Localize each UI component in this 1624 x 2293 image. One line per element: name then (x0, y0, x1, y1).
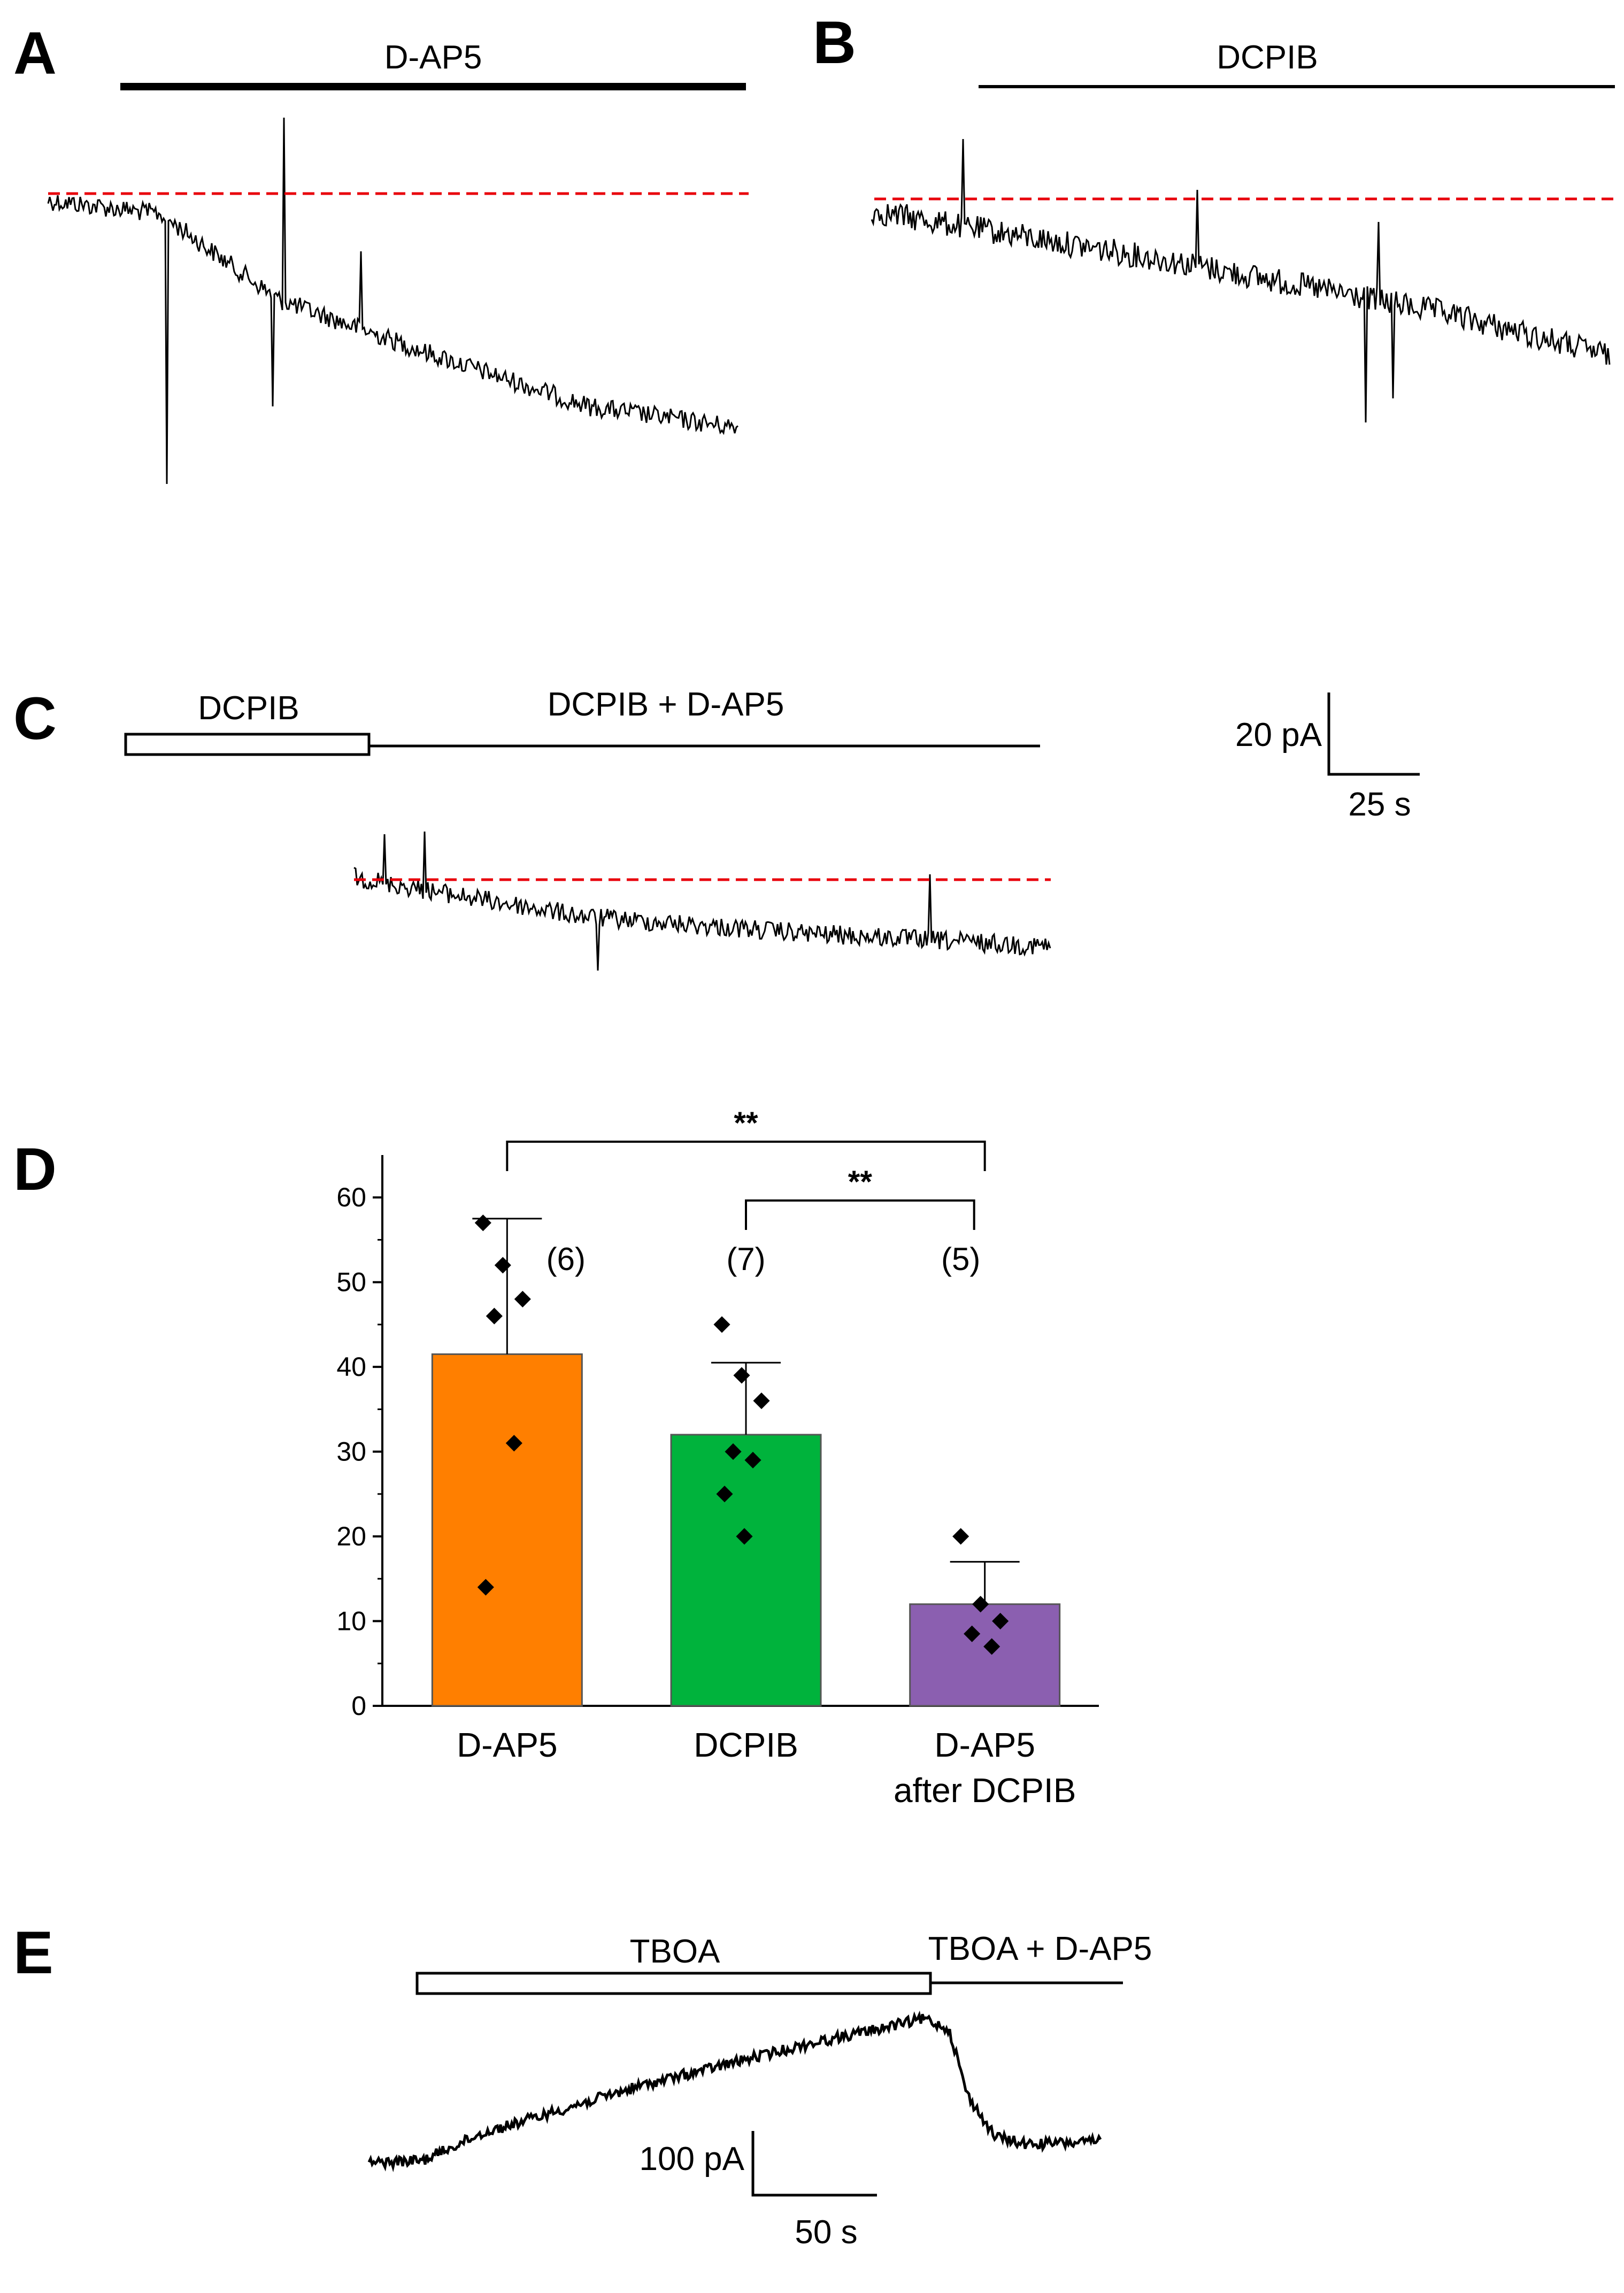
panel-e-pre-bar (415, 1972, 932, 1995)
significance-label: ** (734, 1106, 758, 1141)
panel-a-drug-label: D-AP5 (384, 39, 482, 76)
y-tick-label: 0 (351, 1691, 366, 1721)
y-tick-label: 50 (336, 1267, 366, 1297)
scalebar-small-lines (1327, 692, 1420, 776)
data-point (716, 1486, 733, 1503)
scalebar-small-current-label: 20 pA (1235, 717, 1322, 753)
scalebar-large: 100 pA 50 s (639, 2131, 877, 2251)
panel-a-letter: A (13, 20, 57, 87)
panel-a: A D-AP5 (13, 20, 749, 484)
significance-bracket (506, 1141, 986, 1171)
scalebar-small-time-label: 25 s (1348, 786, 1411, 823)
panel-c-pre-label: DCPIB (198, 690, 299, 727)
scalebar-large-time-label: 50 s (795, 2214, 857, 2251)
data-point (474, 1214, 491, 1232)
data-point (744, 1451, 761, 1469)
scalebar-small: 20 pA 25 s (1235, 692, 1420, 823)
y-tick-label: 20 (336, 1521, 366, 1551)
panel-e-combo-label: TBOA + D-AP5 (928, 1930, 1152, 1967)
panel-e: E TBOA TBOA + D-AP5 (13, 1919, 1152, 2173)
data-point (964, 1625, 981, 1642)
panel-e-letter: E (13, 1919, 53, 1986)
data-point (972, 1596, 989, 1613)
bar-chart: 0 10 20 30 40 50 60 D-AP5 DCPIB D-AP5 after DCPIB (… (336, 1106, 1099, 1810)
panel-d-letter: D (13, 1136, 57, 1203)
data-point (725, 1443, 742, 1460)
scalebar-large-current-label: 100 pA (639, 2141, 744, 2177)
panel-d: D 0 10 20 30 40 50 60 D-AP5 DCPIB D-AP5 after DCPI… (13, 1106, 1099, 1810)
bar (670, 1434, 822, 1707)
panel-b: B DCPIB (813, 9, 1615, 423)
data-point (713, 1316, 730, 1333)
category-label: D-AP5 (934, 1726, 1035, 1764)
panel-e-current-trace (367, 2010, 1102, 2173)
panel-e-pre-label: TBOA (630, 1933, 720, 1970)
panel-b-current-trace (871, 138, 1611, 423)
n-label: (6) (547, 1241, 586, 1277)
data-point (992, 1612, 1009, 1630)
category-label: after DCPIB (894, 1771, 1076, 1810)
panel-c: C DCPIB DCPIB + D-AP5 (13, 685, 1051, 971)
data-point (486, 1307, 503, 1325)
category-label: D-AP5 (457, 1726, 558, 1764)
y-tick-label: 10 (336, 1606, 366, 1636)
data-point (753, 1392, 770, 1410)
panel-c-combo-label: DCPIB + D-AP5 (548, 686, 784, 723)
data-point (952, 1528, 969, 1545)
category-label: DCPIB (694, 1726, 798, 1764)
data-point (983, 1638, 1000, 1655)
panel-c-current-trace (353, 831, 1051, 971)
y-tick-label: 60 (336, 1182, 366, 1212)
scalebar-large-lines (751, 2131, 877, 2197)
data-point (514, 1290, 531, 1307)
panel-b-drug-label: DCPIB (1217, 39, 1318, 76)
data-point (505, 1435, 522, 1452)
bar (431, 1353, 583, 1707)
data-point (494, 1257, 511, 1274)
y-tick-label: 40 (336, 1352, 366, 1382)
significance-label: ** (848, 1165, 873, 1199)
bar (909, 1603, 1061, 1707)
n-label: (7) (726, 1241, 765, 1277)
panel-a-current-trace (47, 117, 738, 484)
n-label: (5) (941, 1241, 980, 1277)
y-tick-label: 30 (336, 1437, 366, 1467)
panel-c-pre-bar (124, 733, 371, 756)
panel-b-letter: B (813, 9, 856, 76)
data-point (736, 1528, 753, 1545)
data-point (477, 1579, 494, 1596)
significance-bracket (745, 1199, 975, 1230)
data-point (733, 1367, 750, 1384)
panel-c-letter: C (13, 685, 57, 752)
